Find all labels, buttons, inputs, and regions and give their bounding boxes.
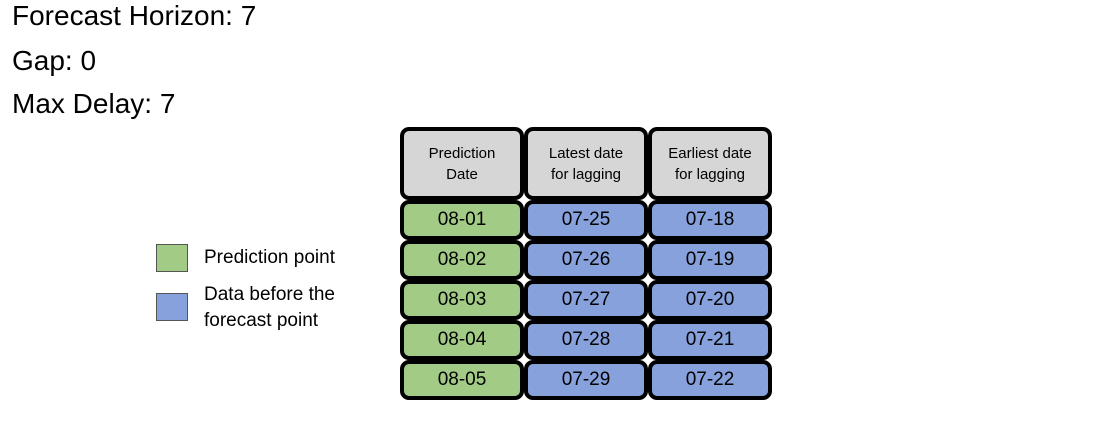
legend-label-data-before-forecast: Data before the forecast point xyxy=(204,282,335,334)
header-latest-date: Latest date for lagging xyxy=(524,127,648,200)
table-header-row: Prediction Date Latest date for lagging Ea… xyxy=(400,127,772,200)
prediction-date-cell: 08-04 xyxy=(400,320,524,360)
latest-lag-date-cell: 07-26 xyxy=(524,240,648,280)
table-row: 08-03 07-27 07-20 xyxy=(400,280,772,320)
earliest-lag-date-cell: 07-21 xyxy=(648,320,772,360)
earliest-lag-date-cell: 07-20 xyxy=(648,280,772,320)
latest-lag-date-cell: 07-25 xyxy=(524,200,648,240)
earliest-lag-date-cell: 07-22 xyxy=(648,360,772,400)
header-earliest-date-text: Earliest date for lagging xyxy=(668,144,752,183)
latest-lag-date-cell: 07-28 xyxy=(524,320,648,360)
prediction-date-cell: 08-02 xyxy=(400,240,524,280)
header-latest-date-text: Latest date for lagging xyxy=(548,144,624,183)
prediction-date-cell: 08-03 xyxy=(400,280,524,320)
legend-label-data-before-forecast-line1: Data before the xyxy=(204,284,335,305)
latest-lag-date-cell: 07-27 xyxy=(524,280,648,320)
table-row: 08-05 07-29 07-22 xyxy=(400,360,772,400)
forecast-horizon-text: Forecast Horizon: 7 xyxy=(12,0,257,31)
earliest-lag-date-cell: 07-19 xyxy=(648,240,772,280)
prediction-date-cell: 08-01 xyxy=(400,200,524,240)
table-row: 08-04 07-28 07-21 xyxy=(400,320,772,360)
table-row: 08-01 07-25 07-18 xyxy=(400,200,772,240)
legend-label-data-before-forecast-line2: forecast point xyxy=(204,310,319,331)
max-delay-text: Max Delay: 7 xyxy=(12,88,176,119)
prediction-date-cell: 08-05 xyxy=(400,360,524,400)
header-prediction-date: Prediction Date xyxy=(400,127,524,200)
gap-text: Gap: 0 xyxy=(12,45,97,76)
header-prediction-date-text: Prediction Date xyxy=(428,144,496,183)
latest-lag-date-cell: 07-29 xyxy=(524,360,648,400)
legend-label-prediction-point: Prediction point xyxy=(204,247,335,268)
data-before-forecast-swatch xyxy=(156,293,188,321)
earliest-lag-date-cell: 07-18 xyxy=(648,200,772,240)
header-earliest-date: Earliest date for lagging xyxy=(648,127,772,200)
prediction-point-swatch xyxy=(156,244,188,272)
lagging-table: Prediction Date Latest date for lagging Ea… xyxy=(400,127,772,400)
table-row: 08-02 07-26 07-19 xyxy=(400,240,772,280)
